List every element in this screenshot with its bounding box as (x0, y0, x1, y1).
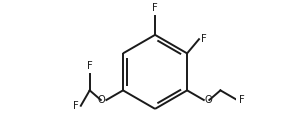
Text: F: F (239, 95, 245, 105)
Text: F: F (87, 62, 93, 71)
Text: F: F (152, 3, 158, 13)
Text: O: O (98, 95, 105, 105)
Text: O: O (205, 95, 213, 105)
Text: F: F (73, 101, 79, 111)
Text: F: F (201, 34, 207, 44)
